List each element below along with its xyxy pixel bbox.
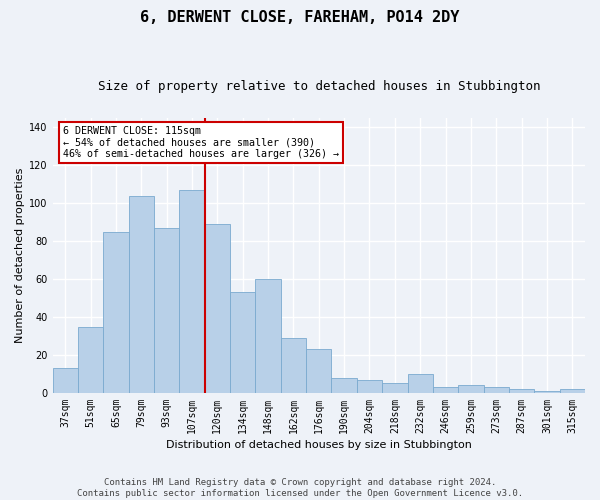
Y-axis label: Number of detached properties: Number of detached properties — [15, 168, 25, 343]
Bar — [128, 196, 154, 393]
Bar — [534, 391, 560, 393]
Bar — [230, 292, 256, 393]
Bar — [331, 378, 357, 393]
Bar — [407, 374, 433, 393]
Bar — [78, 326, 103, 393]
Bar — [154, 228, 179, 393]
Bar — [484, 388, 509, 393]
Bar — [53, 368, 78, 393]
Bar — [382, 384, 407, 393]
Bar — [357, 380, 382, 393]
Bar — [281, 338, 306, 393]
X-axis label: Distribution of detached houses by size in Stubbington: Distribution of detached houses by size … — [166, 440, 472, 450]
Bar — [560, 389, 585, 393]
Text: 6 DERWENT CLOSE: 115sqm
← 54% of detached houses are smaller (390)
46% of semi-d: 6 DERWENT CLOSE: 115sqm ← 54% of detache… — [63, 126, 339, 159]
Text: Contains HM Land Registry data © Crown copyright and database right 2024.
Contai: Contains HM Land Registry data © Crown c… — [77, 478, 523, 498]
Bar — [509, 389, 534, 393]
Text: 6, DERWENT CLOSE, FAREHAM, PO14 2DY: 6, DERWENT CLOSE, FAREHAM, PO14 2DY — [140, 10, 460, 25]
Bar — [103, 232, 128, 393]
Bar — [306, 350, 331, 393]
Bar — [205, 224, 230, 393]
Bar — [433, 388, 458, 393]
Bar — [179, 190, 205, 393]
Bar — [458, 386, 484, 393]
Bar — [256, 279, 281, 393]
Title: Size of property relative to detached houses in Stubbington: Size of property relative to detached ho… — [98, 80, 540, 93]
